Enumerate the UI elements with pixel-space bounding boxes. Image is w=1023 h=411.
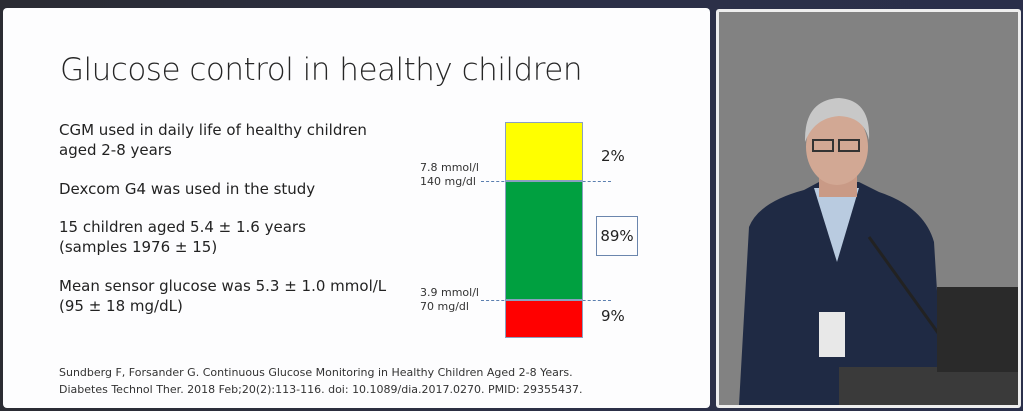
bullet-dexcom: Dexcom G4 was used in the study	[59, 179, 315, 199]
pct-high: 2%	[601, 147, 625, 165]
text-line: (samples 1976 ± 15)	[59, 238, 218, 256]
text-line: (95 ± 18 mg/dL)	[59, 297, 183, 315]
bullet-children: 15 children aged 5.4 ± 1.6 years (samples…	[59, 217, 306, 257]
text-line: CGM used in daily life of healthy childr…	[59, 121, 367, 139]
pct-target: 89%	[600, 227, 634, 245]
threshold-low-label: 3.9 mmol/l 70 mg/dl	[420, 286, 479, 314]
text-line: Mean sensor glucose was 5.3 ± 1.0 mmol/L	[59, 277, 387, 295]
pct-target-box: 89%	[596, 216, 638, 256]
bar-segment-2	[505, 300, 583, 338]
text-line: 7.8 mmol/l	[420, 161, 479, 174]
text-line: 15 children aged 5.4 ± 1.6 years	[59, 218, 306, 236]
text-line: aged 2-8 years	[59, 141, 172, 159]
text-line: Sundberg F, Forsander G. Continuous Gluc…	[59, 366, 573, 379]
presentation-slide: Glucose control in healthy children CGM …	[3, 8, 710, 408]
text-line: 70 mg/dl	[420, 300, 469, 313]
pct-low: 9%	[601, 307, 625, 325]
text-line: 3.9 mmol/l	[420, 286, 479, 299]
text-line: 140 mg/dl	[420, 175, 476, 188]
speaker-video[interactable]	[716, 9, 1021, 408]
bar-segment-1	[505, 181, 583, 300]
reference-citation: Sundberg F, Forsander G. Continuous Gluc…	[59, 364, 583, 398]
text-line: Dexcom G4 was used in the study	[59, 180, 316, 198]
threshold-high-label: 7.8 mmol/l 140 mg/dl	[420, 161, 479, 189]
bar-segment-0	[505, 122, 583, 181]
slide-title: Glucose control in healthy children	[60, 52, 583, 88]
speaker-image	[719, 12, 1018, 405]
bullet-mean-glucose: Mean sensor glucose was 5.3 ± 1.0 mmol/L…	[59, 276, 386, 316]
text-line: Diabetes Technol Ther. 2018 Feb;20(2):11…	[59, 383, 583, 396]
bullet-cgm: CGM used in daily life of healthy childr…	[59, 120, 367, 160]
video-frame	[719, 12, 1018, 405]
